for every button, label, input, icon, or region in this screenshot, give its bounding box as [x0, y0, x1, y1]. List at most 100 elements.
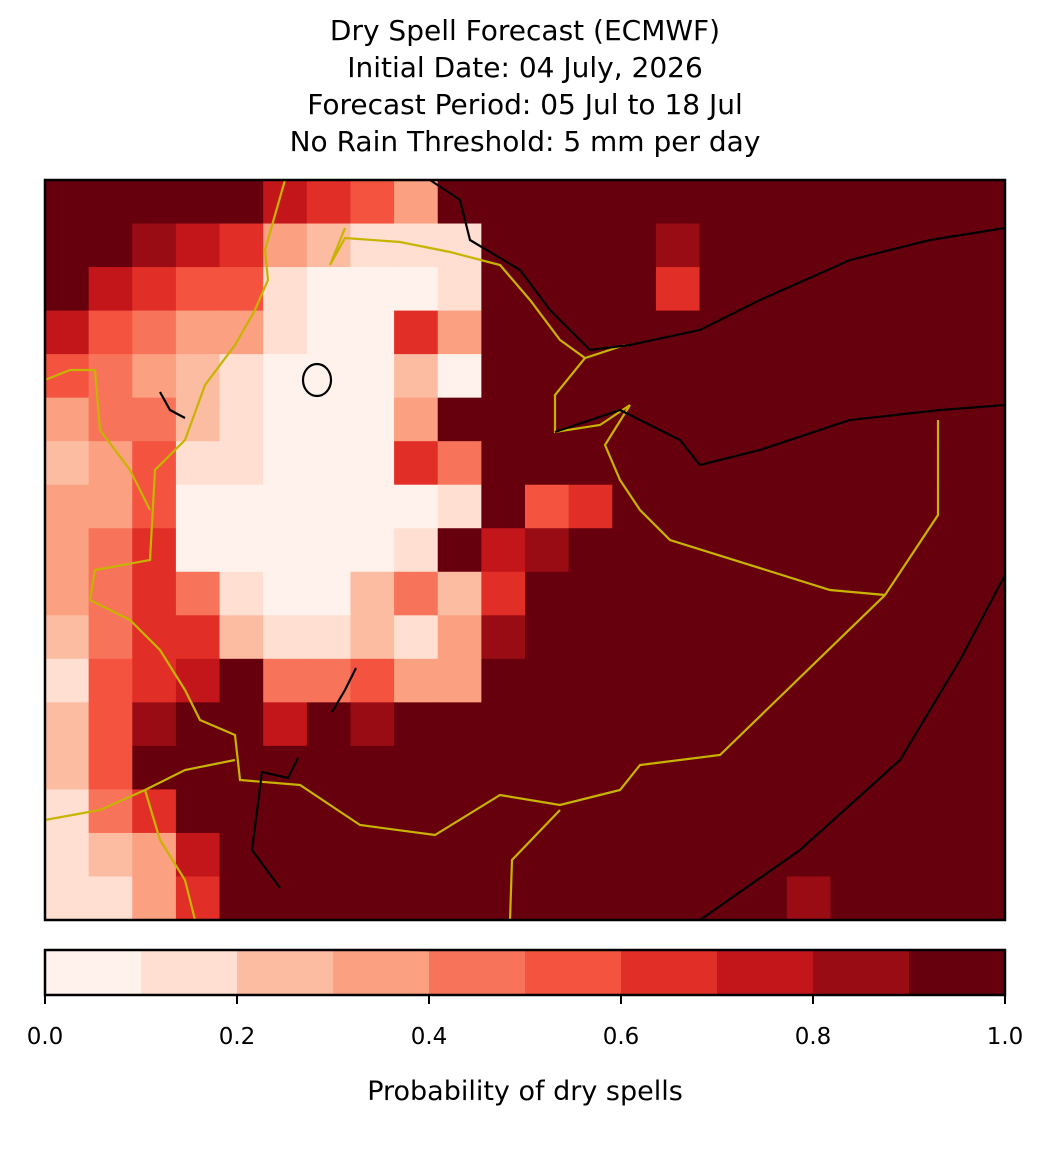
grid-cell — [786, 484, 832, 529]
border-line — [508, 809, 561, 921]
grid-cell — [263, 876, 308, 921]
grid-cell — [219, 658, 264, 703]
grid-cell — [45, 658, 90, 703]
grid-cell — [481, 441, 526, 486]
coast-line — [429, 179, 1006, 352]
grid-cell — [917, 658, 962, 703]
grid-cell — [830, 267, 875, 312]
grid-cell — [568, 354, 613, 399]
grid-cell — [132, 267, 177, 312]
colorbar-tick-label: 0.4 — [411, 1024, 448, 1050]
grid-cell — [786, 441, 832, 486]
grid-cell — [655, 876, 701, 921]
grid-cell — [786, 528, 832, 573]
grid-cell — [481, 789, 526, 834]
grid-cell — [132, 223, 177, 268]
grid-cell — [263, 658, 308, 703]
grid-cell — [699, 397, 744, 442]
grid-cell — [175, 267, 221, 312]
border-line — [603, 404, 886, 597]
chart-title: No Rain Threshold: 5 mm per day — [290, 125, 761, 158]
grid-cell — [394, 832, 439, 878]
border-line — [44, 368, 151, 511]
grid-cell — [699, 267, 744, 312]
grid-cell — [45, 615, 90, 660]
grid-cell — [568, 180, 613, 225]
grid-cell — [306, 397, 352, 442]
colorbar-swatch — [429, 950, 526, 995]
map-lines — [44, 179, 1006, 921]
grid-cell — [45, 484, 90, 529]
grid-cell — [88, 484, 133, 529]
colorbar-tick-label: 0.8 — [795, 1024, 832, 1050]
grid-cell — [45, 702, 90, 747]
grid-cell — [437, 789, 482, 834]
grid-cell — [394, 528, 439, 573]
grid-cell — [568, 223, 613, 268]
grid-cell — [175, 310, 221, 355]
grid-cell — [961, 528, 1006, 573]
grid-cell — [88, 267, 133, 312]
grid-cell — [568, 702, 613, 747]
grid-cell — [263, 528, 308, 573]
grid-cell — [699, 180, 744, 225]
grid-cell — [394, 571, 439, 616]
grid-cell — [786, 702, 832, 747]
grid-cell — [219, 397, 264, 442]
grid-cell — [655, 397, 701, 442]
grid-cell — [874, 528, 919, 573]
grid-cell — [830, 223, 875, 268]
grid-cell — [263, 832, 308, 878]
grid-cell — [961, 354, 1006, 399]
chart-title: Dry Spell Forecast (ECMWF) — [330, 14, 720, 47]
grid-cell — [699, 223, 744, 268]
grid-cell — [568, 745, 613, 791]
grid-cell — [175, 223, 221, 268]
grid-cell — [743, 876, 788, 921]
heatmap-cells — [45, 180, 1006, 921]
grid-cell — [306, 267, 352, 312]
grid-cell — [655, 441, 701, 486]
grid-cell — [481, 528, 526, 573]
grid-cell — [525, 310, 570, 355]
grid-cell — [612, 571, 657, 616]
grid-cell — [219, 615, 264, 660]
grid-cell — [350, 484, 395, 529]
grid-cell — [394, 180, 439, 225]
grid-cell — [263, 354, 308, 399]
grid-cell — [917, 267, 962, 312]
grid-cell — [568, 832, 613, 878]
grid-cell — [786, 745, 832, 791]
grid-cell — [306, 658, 352, 703]
grid-cell — [219, 832, 264, 878]
grid-cell — [306, 832, 352, 878]
grid-cell — [306, 702, 352, 747]
grid-cell — [743, 571, 788, 616]
grid-cell — [45, 789, 90, 834]
grid-cell — [743, 615, 788, 660]
colorbar-swatch — [813, 950, 910, 995]
grid-cell — [45, 441, 90, 486]
grid-cell — [612, 615, 657, 660]
grid-cell — [437, 267, 482, 312]
grid-cell — [437, 745, 482, 791]
grid-cell — [306, 180, 352, 225]
grid-cell — [961, 571, 1006, 616]
grid-cell — [612, 180, 657, 225]
colorbar-swatch — [237, 950, 334, 995]
grid-cell — [306, 789, 352, 834]
grid-cell — [525, 223, 570, 268]
colorbar-tick-label: 1.0 — [987, 1024, 1024, 1050]
grid-cell — [132, 354, 177, 399]
grid-cell — [961, 397, 1006, 442]
grid-cell — [437, 615, 482, 660]
grid-cell — [568, 615, 613, 660]
grid-cell — [481, 615, 526, 660]
grid-cell — [394, 745, 439, 791]
grid-cell — [394, 267, 439, 312]
grid-cell — [394, 441, 439, 486]
grid-cell — [874, 702, 919, 747]
grid-cell — [874, 789, 919, 834]
grid-cell — [743, 745, 788, 791]
